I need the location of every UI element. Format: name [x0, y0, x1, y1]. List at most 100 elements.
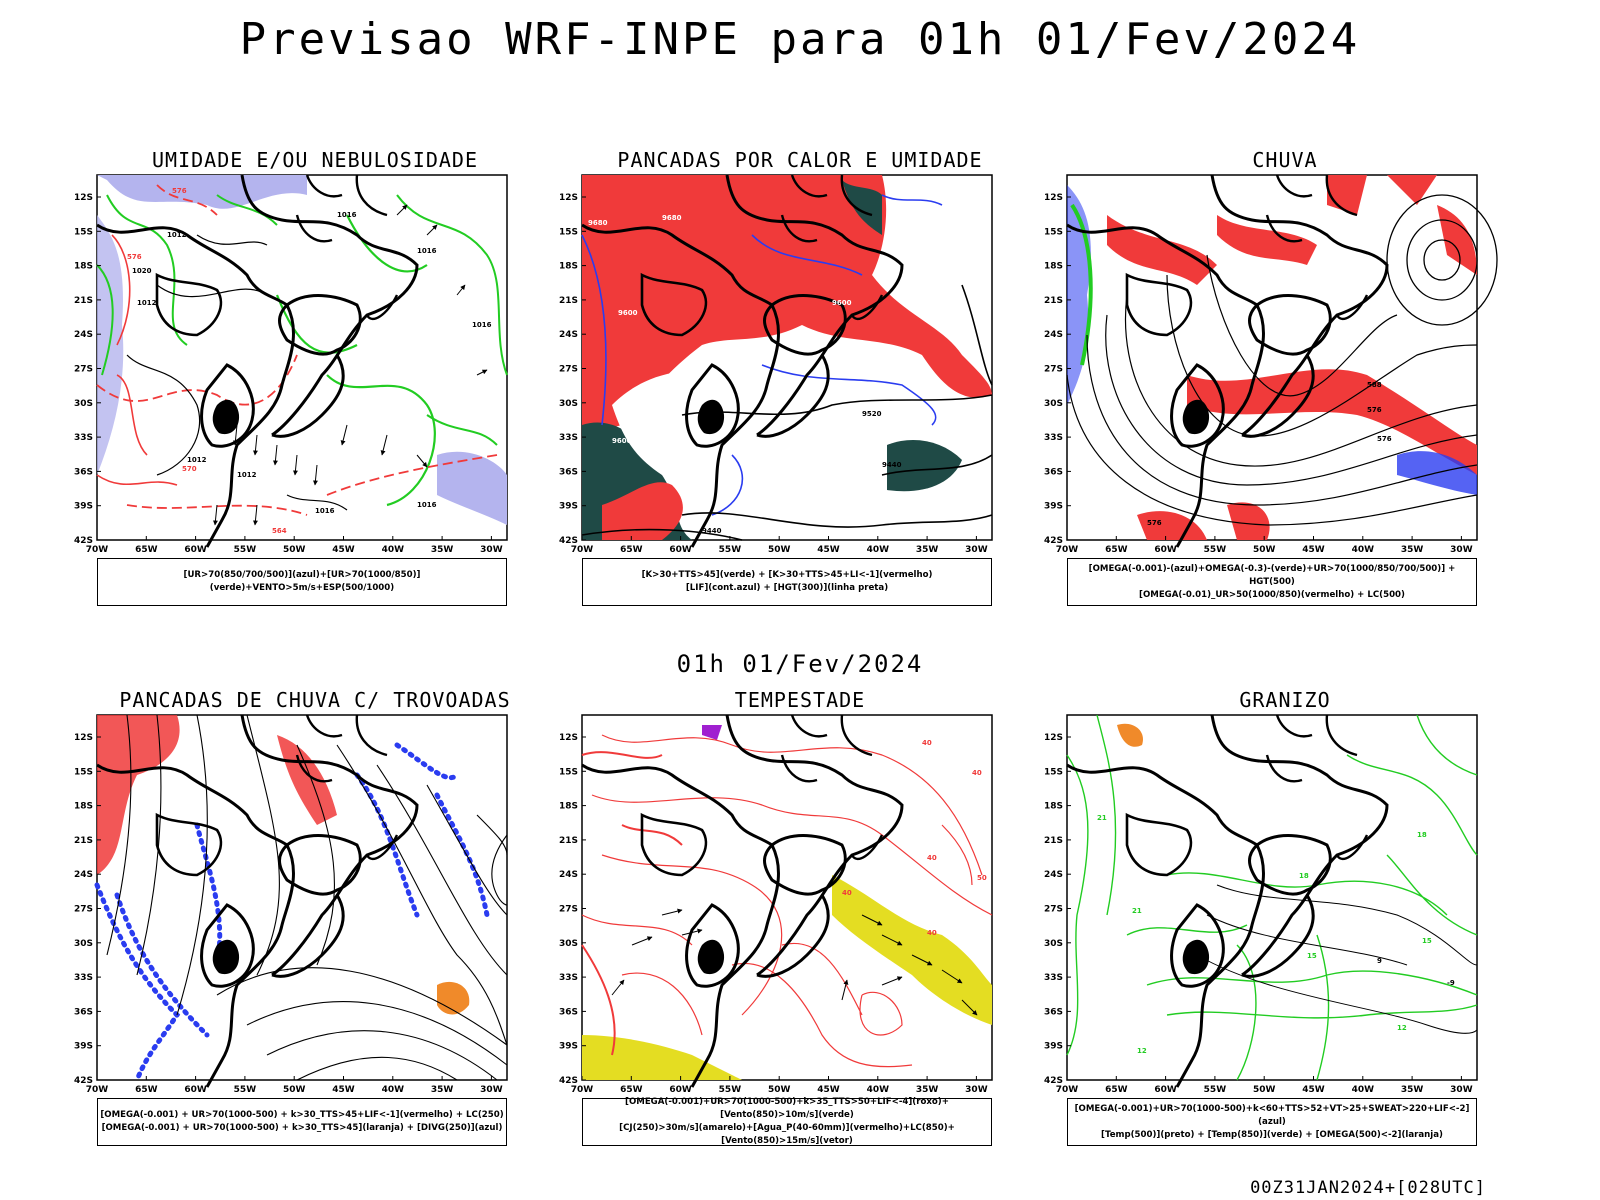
lat-tick-label: 39S: [1044, 1042, 1063, 1052]
contour-label: 576: [172, 187, 187, 195]
contour-label: 570: [182, 465, 197, 473]
lon-tick-label: 55W: [1204, 1085, 1227, 1095]
lat-tick-label: 15S: [1044, 227, 1063, 237]
lon-tick-label: 45W: [332, 1085, 355, 1095]
lon-tick-label: 60W: [669, 545, 692, 555]
contour-label: 9680: [588, 219, 608, 227]
panel-thunderstorm-showers: PANCADAS DE CHUVA C/ TROVOADAS 12S 15S 18S…: [70, 688, 560, 1168]
lon-tick-label: 55W: [234, 545, 257, 555]
lat-tick-label: 33S: [559, 973, 578, 983]
lat-tick-label: 36S: [559, 467, 578, 477]
lon-tick-label: 60W: [184, 545, 207, 555]
lat-tick-label: 24S: [1044, 870, 1063, 880]
lon-tick-label: 55W: [719, 1085, 742, 1095]
lat-tick-label: 42S: [74, 1076, 93, 1086]
contour-label: 40: [927, 929, 937, 937]
lat-tick-label: 21S: [559, 836, 578, 846]
thunderstorm-showers-map: 12S 15S 18S 21S 24S 27S 30S 33S 36S 39S 42S 70W 65W…: [74, 713, 508, 1095]
lat-tick-label: 12S: [1044, 733, 1063, 743]
lon-tick-label: 30W: [480, 545, 503, 555]
run-timestamp: 00Z31JAN2024+[028UTC]: [1250, 1178, 1486, 1198]
lat-axis: 12S 15S 18S 21S 24S 27S 30S 33S 36S 39S 42S: [74, 733, 101, 1086]
lon-tick-label: 40W: [1352, 1085, 1375, 1095]
lat-tick-label: 15S: [74, 767, 93, 777]
lat-tick-label: 12S: [74, 733, 93, 743]
contour-label: 9680: [662, 214, 682, 222]
contour-label: 21: [1132, 907, 1142, 915]
contour-label: 1016: [315, 507, 335, 515]
lat-tick-label: 18S: [1044, 802, 1063, 812]
lat-tick-label: 39S: [74, 1042, 93, 1052]
legend-box: [UR>70(850/700/500)](azul)+[UR>70(1000/8…: [97, 558, 507, 606]
humidity-map: 1012 1012 1016 1016 1016 1020 1012 1016 …: [74, 173, 508, 555]
panel-rain: CHUVA 588 576 576 576 12S 15S 18S 21S 24S 27S…: [1040, 148, 1530, 628]
lon-tick-label: 55W: [234, 1085, 257, 1095]
lon-tick-label: 30W: [965, 545, 988, 555]
lat-tick-label: 12S: [1044, 193, 1063, 203]
lon-tick-label: 40W: [382, 545, 405, 555]
lon-tick-label: 30W: [1450, 545, 1473, 555]
lon-tick-label: 70W: [86, 1085, 109, 1095]
lat-axis: 12S 15S 18S 21S 24S 27S 30S 33S 36S 39S 42S: [559, 193, 586, 546]
lat-tick-label: 33S: [559, 433, 578, 443]
contour-label: 50: [977, 874, 987, 882]
lat-axis: 12S 15S 18S 21S 24S 27S 30S 33S 36S 39S 42S: [1044, 733, 1071, 1086]
lon-tick-label: 65W: [1105, 1085, 1128, 1095]
lat-tick-label: 18S: [559, 262, 578, 272]
contour-label: 576: [1377, 435, 1392, 443]
contour-label: 9600: [612, 437, 632, 445]
lat-tick-label: 21S: [74, 836, 93, 846]
lon-tick-label: 40W: [867, 1085, 890, 1095]
lon-axis: 70W 65W 60W 55W 50W 45W 40W 35W 30W: [1056, 1076, 1473, 1095]
contour-label: 1012: [187, 456, 207, 464]
legend-line: [OMEGA(-0.001)+UR>70(1000-500)+k<60+TTS>…: [1074, 1103, 1470, 1127]
lat-tick-label: 36S: [1044, 1007, 1063, 1017]
legend-line: [UR>70(850/700/500)](azul)+[UR>70(1000/8…: [183, 570, 421, 593]
lat-tick-label: 33S: [74, 433, 93, 443]
lat-tick-label: 33S: [1044, 433, 1063, 443]
lon-tick-label: 60W: [184, 1085, 207, 1095]
legend-line: [OMEGA(-0.001)+UR>70(1000-500)+k>35_TTS>…: [625, 1097, 949, 1120]
contour-label: 12: [1137, 1047, 1147, 1055]
lat-tick-label: 15S: [1044, 767, 1063, 777]
contour-label: 576: [1147, 519, 1162, 527]
lat-tick-label: 42S: [1044, 1076, 1063, 1086]
contour-label: 1012: [167, 231, 187, 239]
panel-hail: GRANIZO 21 21 18 18 15 15 12 12 9 -9 12S…: [1040, 688, 1530, 1168]
lat-tick-label: 15S: [74, 227, 93, 237]
lon-tick-label: 35W: [1401, 1085, 1424, 1095]
lat-tick-label: 27S: [74, 365, 93, 375]
lat-tick-label: 21S: [1044, 836, 1063, 846]
lat-tick-label: 24S: [559, 870, 578, 880]
legend-box: [K>30+TTS>45](verde) + [K>30+TTS>45+LI<-…: [582, 558, 992, 606]
lon-tick-label: 65W: [620, 1085, 643, 1095]
legend-box: [OMEGA(-0.001)+UR>70(1000-500)+k>35_TTS>…: [582, 1097, 992, 1146]
contour-label: 9440: [882, 461, 902, 469]
lon-tick-label: 65W: [620, 545, 643, 555]
lon-tick-label: 45W: [817, 545, 840, 555]
lon-tick-label: 45W: [817, 1085, 840, 1095]
lat-tick-label: 18S: [1044, 262, 1063, 272]
contour-label: 40: [922, 739, 932, 747]
contour-label: 18: [1299, 872, 1309, 880]
contour-label: 15: [1307, 952, 1317, 960]
lat-tick-label: 27S: [1044, 905, 1063, 915]
panel-title: PANCADAS DE CHUVA C/ TROVOADAS: [119, 688, 511, 712]
lat-tick-label: 39S: [559, 1042, 578, 1052]
lat-tick-label: 18S: [74, 262, 93, 272]
lon-axis: 70W 65W 60W 55W 50W 45W 40W 35W 30W: [86, 1076, 503, 1095]
lon-tick-label: 45W: [332, 545, 355, 555]
lat-tick-label: 15S: [559, 767, 578, 777]
lon-tick-label: 35W: [431, 1085, 454, 1095]
legend-box: [OMEGA(-0.001) + UR>70(1000-500) + k>30_…: [97, 1098, 507, 1146]
lon-axis: 70W 65W 60W 55W 50W 45W 40W 35W 30W: [571, 536, 988, 555]
lon-tick-label: 40W: [867, 545, 890, 555]
contour-label: 576: [1367, 406, 1382, 414]
lon-tick-label: 60W: [669, 1085, 692, 1095]
lon-tick-label: 55W: [1204, 545, 1227, 555]
contour-label: 9600: [618, 309, 638, 317]
lat-tick-label: 30S: [559, 399, 578, 409]
lat-tick-label: 30S: [1044, 399, 1063, 409]
lat-axis: 12S 15S 18S 21S 24S 27S 30S 33S 36S 39S 42S: [74, 193, 101, 546]
lat-tick-label: 24S: [74, 330, 93, 340]
